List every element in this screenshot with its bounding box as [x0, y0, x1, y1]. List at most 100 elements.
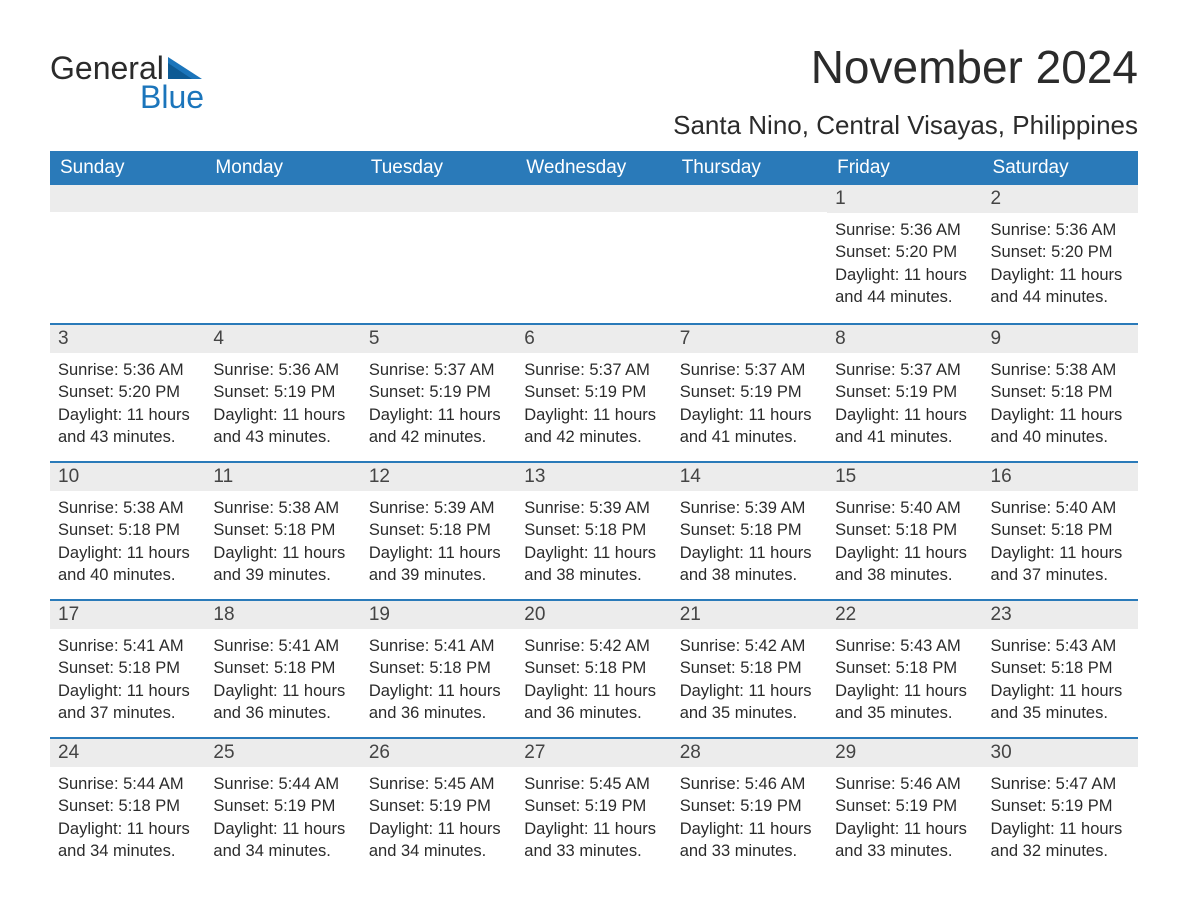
day-number: 29	[827, 739, 982, 767]
calendar-week: 10Sunrise: 5:38 AMSunset: 5:18 PMDayligh…	[50, 461, 1138, 599]
day-number: 3	[50, 325, 205, 353]
daylight-line: Daylight: 11 hours and 39 minutes.	[213, 542, 352, 587]
calendar-day: 27Sunrise: 5:45 AMSunset: 5:19 PMDayligh…	[516, 739, 671, 875]
calendar-day: 30Sunrise: 5:47 AMSunset: 5:19 PMDayligh…	[983, 739, 1138, 875]
day-number	[50, 185, 205, 212]
sunset-line: Sunset: 5:18 PM	[835, 519, 974, 541]
calendar-day: 22Sunrise: 5:43 AMSunset: 5:18 PMDayligh…	[827, 601, 982, 737]
sunset-line: Sunset: 5:18 PM	[991, 657, 1130, 679]
daylight-line: Daylight: 11 hours and 35 minutes.	[680, 680, 819, 725]
sunset-line: Sunset: 5:18 PM	[680, 519, 819, 541]
sunrise-line: Sunrise: 5:39 AM	[680, 497, 819, 519]
daylight-line: Daylight: 11 hours and 38 minutes.	[680, 542, 819, 587]
day-number: 20	[516, 601, 671, 629]
sunrise-line: Sunrise: 5:46 AM	[680, 773, 819, 795]
day-number: 30	[983, 739, 1138, 767]
day-details: Sunrise: 5:45 AMSunset: 5:19 PMDaylight:…	[361, 767, 516, 870]
sunrise-line: Sunrise: 5:44 AM	[58, 773, 197, 795]
day-details: Sunrise: 5:42 AMSunset: 5:18 PMDaylight:…	[672, 629, 827, 732]
calendar-day: 28Sunrise: 5:46 AMSunset: 5:19 PMDayligh…	[672, 739, 827, 875]
sunrise-line: Sunrise: 5:42 AM	[680, 635, 819, 657]
weekday-header: Saturday	[983, 151, 1138, 185]
sunset-line: Sunset: 5:19 PM	[213, 795, 352, 817]
page: General Blue November 2024 Santa Nino, C…	[0, 0, 1188, 905]
calendar-day: 18Sunrise: 5:41 AMSunset: 5:18 PMDayligh…	[205, 601, 360, 737]
sunset-line: Sunset: 5:18 PM	[991, 381, 1130, 403]
calendar-day	[516, 185, 671, 323]
daylight-line: Daylight: 11 hours and 38 minutes.	[835, 542, 974, 587]
sunrise-line: Sunrise: 5:36 AM	[835, 219, 974, 241]
sunrise-line: Sunrise: 5:44 AM	[213, 773, 352, 795]
day-number: 24	[50, 739, 205, 767]
sunset-line: Sunset: 5:20 PM	[991, 241, 1130, 263]
day-details: Sunrise: 5:41 AMSunset: 5:18 PMDaylight:…	[50, 629, 205, 732]
daylight-line: Daylight: 11 hours and 41 minutes.	[680, 404, 819, 449]
day-details: Sunrise: 5:43 AMSunset: 5:18 PMDaylight:…	[827, 629, 982, 732]
day-details: Sunrise: 5:36 AMSunset: 5:20 PMDaylight:…	[983, 213, 1138, 316]
calendar-day: 12Sunrise: 5:39 AMSunset: 5:18 PMDayligh…	[361, 463, 516, 599]
sunset-line: Sunset: 5:18 PM	[835, 657, 974, 679]
calendar-day: 25Sunrise: 5:44 AMSunset: 5:19 PMDayligh…	[205, 739, 360, 875]
sunrise-line: Sunrise: 5:39 AM	[524, 497, 663, 519]
daylight-line: Daylight: 11 hours and 32 minutes.	[991, 818, 1130, 863]
day-details: Sunrise: 5:40 AMSunset: 5:18 PMDaylight:…	[827, 491, 982, 594]
sunset-line: Sunset: 5:19 PM	[524, 381, 663, 403]
day-details: Sunrise: 5:44 AMSunset: 5:18 PMDaylight:…	[50, 767, 205, 870]
sunrise-line: Sunrise: 5:37 AM	[835, 359, 974, 381]
day-number: 26	[361, 739, 516, 767]
day-number: 18	[205, 601, 360, 629]
calendar-day: 23Sunrise: 5:43 AMSunset: 5:18 PMDayligh…	[983, 601, 1138, 737]
sunset-line: Sunset: 5:19 PM	[680, 381, 819, 403]
sunset-line: Sunset: 5:20 PM	[835, 241, 974, 263]
daylight-line: Daylight: 11 hours and 36 minutes.	[369, 680, 508, 725]
day-number: 5	[361, 325, 516, 353]
calendar-day: 10Sunrise: 5:38 AMSunset: 5:18 PMDayligh…	[50, 463, 205, 599]
calendar-day: 8Sunrise: 5:37 AMSunset: 5:19 PMDaylight…	[827, 325, 982, 461]
sunrise-line: Sunrise: 5:41 AM	[58, 635, 197, 657]
day-details: Sunrise: 5:44 AMSunset: 5:19 PMDaylight:…	[205, 767, 360, 870]
calendar-day: 2Sunrise: 5:36 AMSunset: 5:20 PMDaylight…	[983, 185, 1138, 323]
calendar-day: 16Sunrise: 5:40 AMSunset: 5:18 PMDayligh…	[983, 463, 1138, 599]
calendar-day: 15Sunrise: 5:40 AMSunset: 5:18 PMDayligh…	[827, 463, 982, 599]
calendar-day: 3Sunrise: 5:36 AMSunset: 5:20 PMDaylight…	[50, 325, 205, 461]
sunrise-line: Sunrise: 5:40 AM	[835, 497, 974, 519]
day-details: Sunrise: 5:41 AMSunset: 5:18 PMDaylight:…	[361, 629, 516, 732]
weekday-header-row: SundayMondayTuesdayWednesdayThursdayFrid…	[50, 151, 1138, 185]
sunrise-line: Sunrise: 5:40 AM	[991, 497, 1130, 519]
day-details: Sunrise: 5:46 AMSunset: 5:19 PMDaylight:…	[672, 767, 827, 870]
sunrise-line: Sunrise: 5:37 AM	[369, 359, 508, 381]
weekday-header: Monday	[205, 151, 360, 185]
calendar: SundayMondayTuesdayWednesdayThursdayFrid…	[50, 151, 1138, 875]
day-details: Sunrise: 5:42 AMSunset: 5:18 PMDaylight:…	[516, 629, 671, 732]
daylight-line: Daylight: 11 hours and 33 minutes.	[524, 818, 663, 863]
daylight-line: Daylight: 11 hours and 35 minutes.	[991, 680, 1130, 725]
calendar-day: 5Sunrise: 5:37 AMSunset: 5:19 PMDaylight…	[361, 325, 516, 461]
sunrise-line: Sunrise: 5:39 AM	[369, 497, 508, 519]
day-details: Sunrise: 5:37 AMSunset: 5:19 PMDaylight:…	[672, 353, 827, 456]
sunset-line: Sunset: 5:19 PM	[213, 381, 352, 403]
sunset-line: Sunset: 5:18 PM	[369, 519, 508, 541]
calendar-day: 19Sunrise: 5:41 AMSunset: 5:18 PMDayligh…	[361, 601, 516, 737]
day-number: 12	[361, 463, 516, 491]
calendar-day: 20Sunrise: 5:42 AMSunset: 5:18 PMDayligh…	[516, 601, 671, 737]
daylight-line: Daylight: 11 hours and 33 minutes.	[835, 818, 974, 863]
day-number: 6	[516, 325, 671, 353]
day-number: 7	[672, 325, 827, 353]
daylight-line: Daylight: 11 hours and 38 minutes.	[524, 542, 663, 587]
sunset-line: Sunset: 5:19 PM	[680, 795, 819, 817]
sunrise-line: Sunrise: 5:43 AM	[991, 635, 1130, 657]
sunset-line: Sunset: 5:18 PM	[58, 795, 197, 817]
daylight-line: Daylight: 11 hours and 36 minutes.	[524, 680, 663, 725]
day-number	[361, 185, 516, 212]
calendar-day	[672, 185, 827, 323]
sunrise-line: Sunrise: 5:38 AM	[58, 497, 197, 519]
calendar-day: 14Sunrise: 5:39 AMSunset: 5:18 PMDayligh…	[672, 463, 827, 599]
calendar-day: 13Sunrise: 5:39 AMSunset: 5:18 PMDayligh…	[516, 463, 671, 599]
day-details: Sunrise: 5:38 AMSunset: 5:18 PMDaylight:…	[50, 491, 205, 594]
sunset-line: Sunset: 5:19 PM	[835, 381, 974, 403]
daylight-line: Daylight: 11 hours and 44 minutes.	[991, 264, 1130, 309]
sunrise-line: Sunrise: 5:36 AM	[58, 359, 197, 381]
day-details: Sunrise: 5:37 AMSunset: 5:19 PMDaylight:…	[361, 353, 516, 456]
sunset-line: Sunset: 5:20 PM	[58, 381, 197, 403]
weekday-header: Thursday	[672, 151, 827, 185]
